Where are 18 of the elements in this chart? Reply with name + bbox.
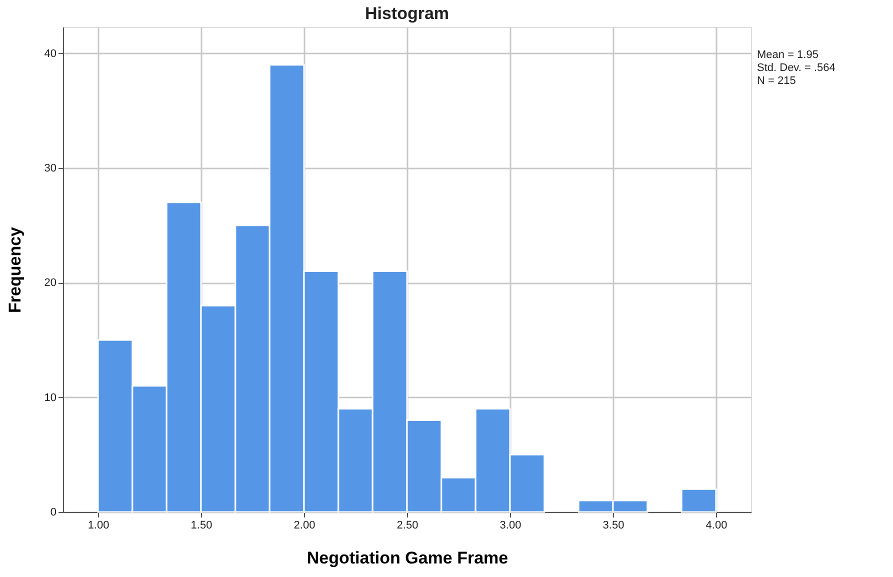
x-tick-label: 1.00 [88,520,110,532]
x-tick-label: 2.00 [294,520,316,532]
y-tick-label: 10 [44,392,56,404]
y-tick-label: 0 [50,506,56,518]
chart-title: Histogram [364,4,450,23]
y-tick-label: 20 [44,277,56,290]
x-tick-label: 4.00 [706,520,728,532]
x-tick-label: 3.00 [500,520,522,532]
y-tick-label: 40 [44,48,56,60]
text: N = 215 [757,75,796,87]
x-tick-label: 3.50 [602,520,624,532]
x-tick-label: 2.50 [396,520,418,532]
x-axis-title: Negotiation Game Frame [306,548,508,568]
y-axis-title: Frequency [5,226,24,313]
y-tick-label: 30 [44,162,56,175]
text: Mean = 1.95 [757,49,818,61]
x-tick-label: 1.50 [190,520,212,532]
text: Std. Dev. = .564 [757,62,836,74]
